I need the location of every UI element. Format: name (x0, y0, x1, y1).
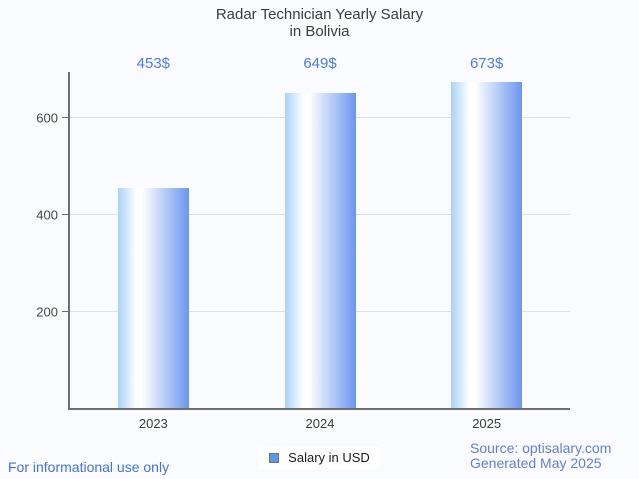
source-text: Source: optisalary.com (470, 440, 612, 456)
chart-title: Radar Technician Yearly Salary (215, 6, 424, 23)
x-axis-label: 2024 (305, 416, 335, 431)
bar-2023 (117, 188, 189, 408)
legend-entry: Salary in USD (259, 447, 380, 469)
chart-subtitle: in Bolivia (289, 23, 350, 40)
bar-value-label: 453$ (136, 55, 171, 72)
y-axis-tick-mark (62, 311, 68, 313)
x-axis-label: 2023 (138, 416, 168, 431)
legend: Salary in USD (0, 447, 639, 469)
bar-value-label: 649$ (303, 55, 337, 72)
disclaimer-text: For informational use only (8, 459, 170, 475)
y-axis-tick-mark (62, 117, 68, 119)
bar-2025 (451, 81, 523, 408)
chart-title-block: Radar Technician Yearly Salary in Bolivi… (0, 6, 639, 40)
source-block: Source: optisalary.com Generated May 202… (470, 441, 611, 471)
legend-marker-square (269, 452, 280, 463)
y-axis-tick-mark (62, 214, 68, 216)
y-axis-tick-label: 600 (36, 110, 58, 126)
generated-text: Generated May 2025 (470, 455, 602, 471)
bar-2024 (284, 93, 356, 408)
x-axis-label: 2025 (472, 416, 502, 431)
bar-value-label: 673$ (469, 55, 504, 72)
y-axis-tick-label: 200 (36, 304, 58, 320)
plot-area (68, 72, 570, 410)
y-axis-tick-label: 400 (36, 207, 58, 223)
legend-label: Salary in USD (288, 450, 370, 465)
